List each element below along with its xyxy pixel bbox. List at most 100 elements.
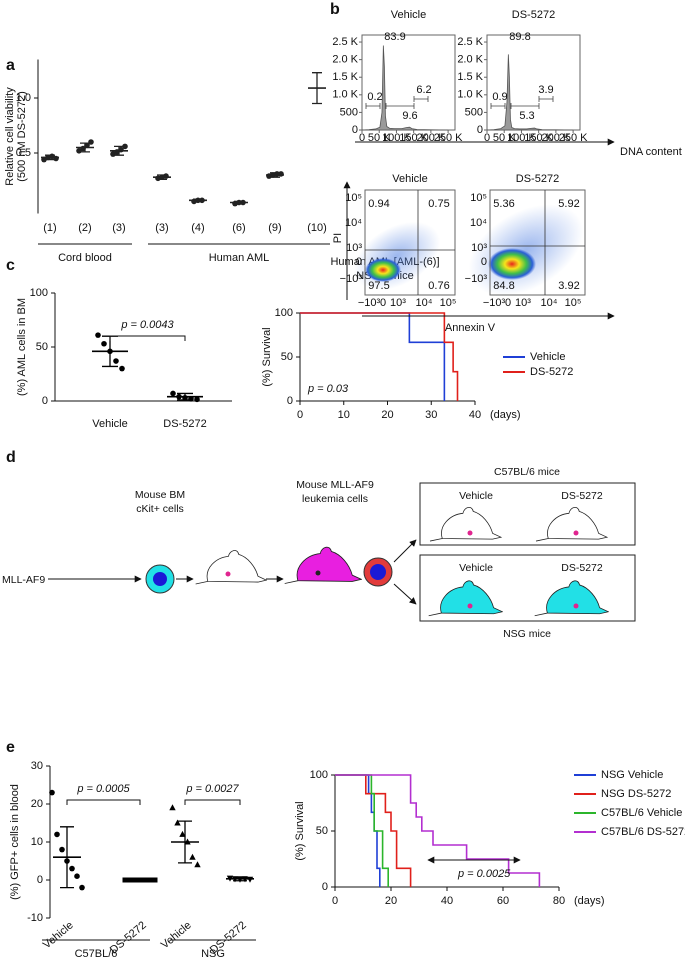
y-tick-label: 2.0 K	[332, 54, 358, 66]
x-tick-label: 10	[338, 409, 350, 421]
chart-title: Vehicle	[391, 9, 426, 21]
y-tick-label: 10⁵	[470, 192, 487, 204]
x-tick-label: 10³	[390, 297, 406, 309]
y-tick-label: 2.5 K	[332, 36, 358, 48]
quadrant-percent: 0.76	[428, 280, 449, 292]
y-tick-label: 0	[481, 256, 487, 268]
schematic: MLL-AF9 Mouse BM cKit+ cells Mouse MLL-A…	[2, 466, 636, 640]
y-tick-label: 1.5 K	[332, 71, 358, 83]
x-tick-label: 0	[505, 297, 511, 309]
data-point	[169, 804, 176, 811]
y-tick-label: 10³	[471, 242, 487, 254]
quadrant-percent: 97.5	[368, 280, 389, 292]
injection-dot	[225, 571, 231, 577]
gate	[365, 103, 381, 109]
y-tick-label: 30	[31, 760, 43, 772]
cohort-box	[419, 482, 636, 546]
data-point	[113, 358, 119, 364]
density-core	[365, 258, 401, 282]
x-axis-label: Annexin V	[445, 322, 496, 334]
survival-curve	[300, 312, 459, 401]
data-point	[179, 830, 186, 837]
y-tick-label: 10³	[346, 242, 362, 254]
x-tick-label: 40	[441, 895, 453, 907]
plot-title: DS-5272	[516, 173, 559, 185]
x-tick-label: 50 K	[493, 132, 516, 144]
group-label: NSG	[201, 948, 225, 960]
x-tick-label: Vehicle	[41, 919, 76, 951]
y-tick-label: 0	[477, 124, 483, 136]
y-tick-label: 100	[275, 307, 293, 319]
y-tick-label: 10	[31, 836, 43, 848]
y-tick-label: 50	[281, 351, 293, 363]
x-tick-label: DS-5272	[163, 418, 206, 430]
x-tick-label: 200 K	[417, 132, 446, 144]
x-tick-label: 50 K	[368, 132, 391, 144]
data-point	[79, 884, 85, 891]
mouse	[195, 550, 267, 585]
p-value: p = 0.0005	[76, 783, 130, 795]
data-point	[69, 865, 75, 872]
x-tick-label: 40	[469, 409, 481, 421]
survival-curve	[335, 774, 541, 887]
diagram-label: Mouse BM	[135, 489, 185, 501]
x-tick-label: 10³	[515, 297, 531, 309]
data-point	[278, 171, 284, 177]
panel-label: b	[330, 1, 340, 18]
data-point	[194, 396, 200, 403]
y-tick-label: 0	[287, 395, 293, 407]
data-point	[189, 853, 196, 860]
x-tick-label: 20	[381, 409, 393, 421]
diagram-label: cKit+ cells	[136, 503, 184, 515]
injection-dot	[467, 530, 473, 536]
quadrant-percent: 5.36	[493, 198, 514, 210]
gate-percent: 83.9	[384, 31, 405, 43]
significance-bracket	[109, 335, 186, 341]
y-tick-label: 1.5 K	[457, 71, 483, 83]
y-tick-label: 20	[31, 798, 43, 810]
x-tick-label: 10⁵	[440, 297, 457, 309]
x-tick-label: (10)	[307, 222, 327, 234]
injection-dot	[573, 530, 579, 536]
mouse	[535, 507, 608, 542]
gate	[510, 103, 540, 109]
gate-percent: 89.8	[509, 31, 530, 43]
arrow	[393, 539, 417, 563]
p-value: p = 0.0043	[120, 319, 174, 331]
group-label: Cord blood	[58, 252, 112, 264]
mouse	[428, 580, 503, 617]
y-tick-label: 10⁴	[345, 217, 362, 229]
p-value: p = 0.03	[307, 383, 349, 395]
diagram-label: leukemia cells	[302, 493, 368, 505]
quadrant-percent: 0.94	[368, 198, 389, 210]
data-point	[246, 876, 254, 883]
y-tick-label: 50	[36, 341, 48, 353]
y-tick-label: 10⁴	[470, 217, 487, 229]
data-point	[53, 155, 59, 162]
legend-label: C57BL/6 DS-5272	[601, 826, 685, 838]
group-label: C57BL/6	[75, 948, 118, 960]
injection-dot	[467, 603, 473, 609]
diagram-label: Mouse MLL-AF9	[296, 479, 374, 491]
data-point	[122, 877, 128, 883]
x-tick-label: 150 K	[524, 132, 553, 144]
mouse	[429, 507, 502, 542]
chart-title: DS-5272	[512, 9, 555, 21]
panel-label: e	[6, 739, 15, 756]
x-tick-label: (6)	[232, 222, 245, 234]
nucleus	[153, 572, 167, 586]
x-tick-label: 0	[359, 132, 365, 144]
plot-frame	[364, 189, 456, 296]
x-axis-label: DNA content	[620, 146, 682, 158]
x-tick-label: 10⁵	[565, 297, 582, 309]
y-tick-label: 2.5 K	[457, 36, 483, 48]
cohort-label: C57BL/6 mice	[494, 466, 560, 478]
x-tick-label: −10³	[358, 297, 381, 309]
legend-label: NSG DS-5272	[601, 788, 671, 800]
nucleus	[370, 564, 386, 580]
gate-percent: 9.6	[402, 110, 417, 122]
density-core	[488, 248, 536, 280]
x-tick-label: (2)	[78, 222, 91, 234]
significance-bracket	[66, 799, 141, 805]
